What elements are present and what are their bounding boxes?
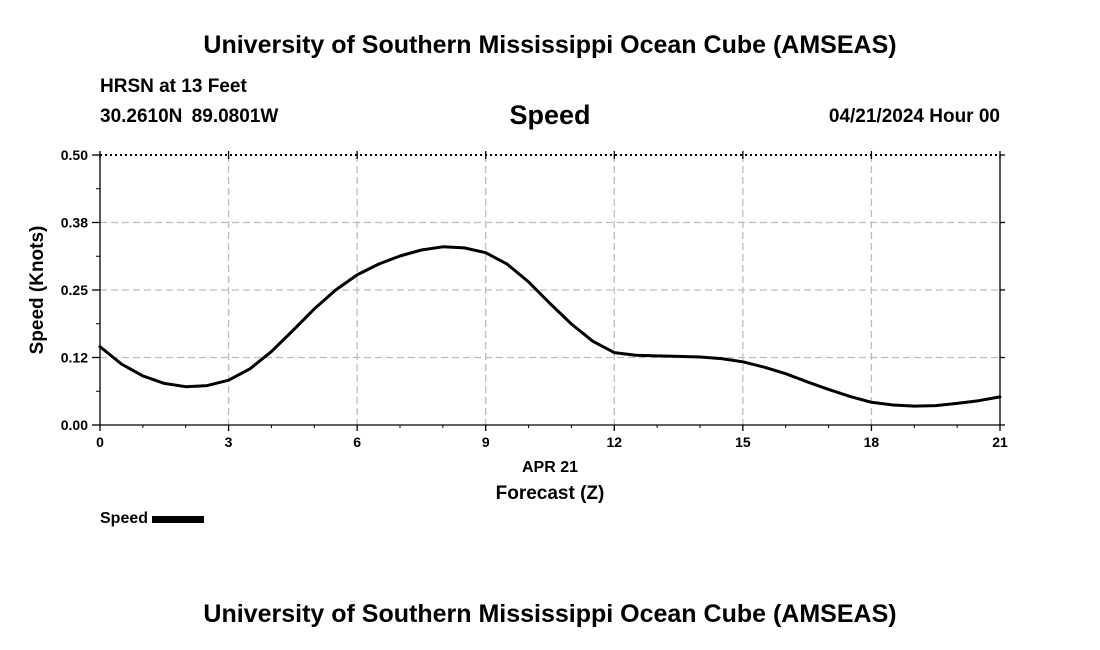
y-tick-label: 0.12 — [61, 350, 88, 366]
speed-series-line — [98, 245, 1002, 408]
x-tick-label: 15 — [735, 434, 751, 450]
y-tick-label: 0.38 — [61, 215, 88, 231]
x-tick-label: 21 — [992, 434, 1008, 450]
x-tick-label: 6 — [353, 434, 361, 450]
x-tick-label: 12 — [606, 434, 622, 450]
date-label: APR 21 — [521, 459, 579, 476]
x-tick-label: 18 — [864, 434, 880, 450]
legend-swatch — [152, 515, 205, 523]
datetime-label: 04/21/2024 Hour 00 — [828, 106, 1000, 127]
page-title: University of Southern Mississippi Ocean… — [203, 31, 897, 59]
x-tick-label: 3 — [225, 434, 233, 450]
y-tick-label: 0.00 — [61, 417, 88, 433]
chart-title: Speed — [509, 100, 591, 130]
footer-title: University of Southern Mississippi Ocean… — [203, 600, 897, 628]
y-axis-label: Speed (Knots) — [27, 225, 48, 355]
legend-label: Speed — [100, 510, 149, 527]
x-tick-label: 9 — [482, 434, 490, 450]
coordinates-label: 30.2610N 89.0801W — [100, 106, 279, 127]
station-label: HRSN at 13 Feet — [100, 76, 247, 97]
y-tick-label: 0.50 — [61, 147, 88, 163]
x-tick-label: 0 — [96, 434, 104, 450]
legend: Speed — [100, 510, 205, 528]
x-axis-label: Forecast (Z) — [495, 483, 605, 504]
y-tick-label: 0.25 — [61, 282, 88, 298]
